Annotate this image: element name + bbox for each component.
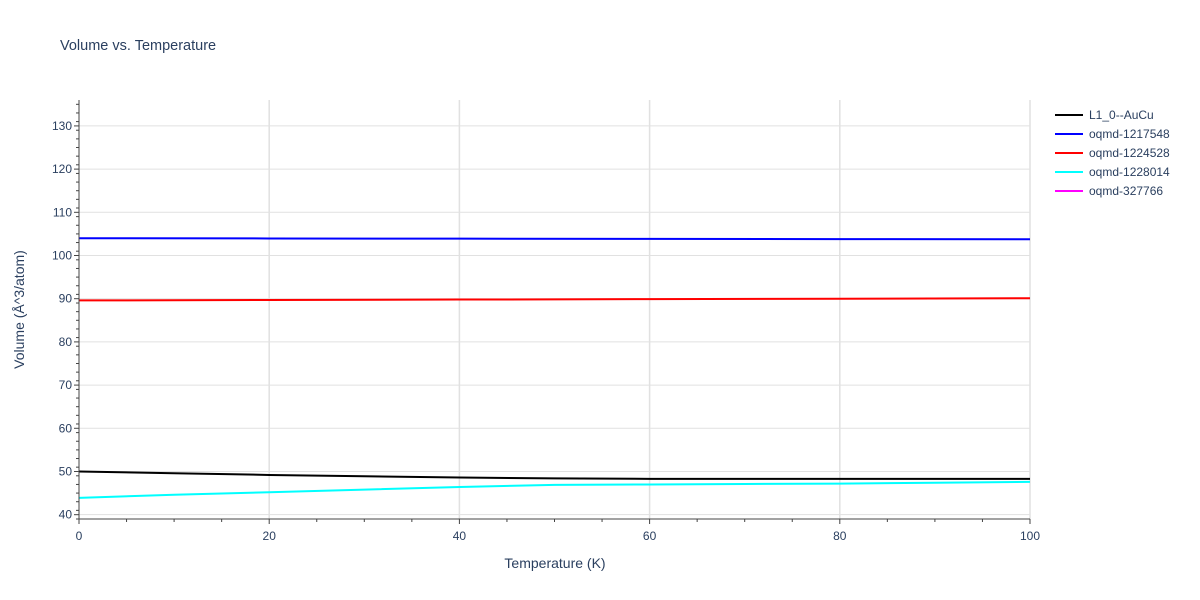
legend-label: L1_0--AuCu bbox=[1089, 108, 1154, 122]
x-tick-label: 60 bbox=[643, 529, 657, 543]
x-axis-title: Temperature (K) bbox=[504, 555, 605, 571]
y-axis-title: Volume (Å^3/atom) bbox=[11, 250, 27, 369]
x-tick-label: 100 bbox=[1020, 529, 1040, 543]
axes: 40 50 60 70 80 90 100 110 120 130 0 20 40 60 80 100 bbox=[52, 100, 1040, 543]
y-tick-label: 110 bbox=[53, 205, 72, 219]
legend-label: oqmd-327766 bbox=[1089, 184, 1163, 198]
series-line bbox=[78, 237, 1031, 241]
legend-label: oqmd-1217548 bbox=[1089, 127, 1170, 141]
x-tick-label: 20 bbox=[263, 529, 277, 543]
legend: L1_0--AuCu oqmd-1217548 oqmd-1224528 oqmd-1… bbox=[1055, 108, 1170, 198]
y-tick-label: 90 bbox=[59, 292, 73, 306]
y-tick-label: 80 bbox=[59, 335, 73, 349]
y-tick-label: 130 bbox=[52, 119, 72, 133]
x-tick-label: 40 bbox=[453, 529, 467, 543]
y-tick-label: 50 bbox=[59, 464, 73, 478]
y-tick-label: 120 bbox=[52, 162, 72, 176]
legend-label: oqmd-1228014 bbox=[1089, 165, 1170, 179]
y-tick-label: 60 bbox=[59, 421, 73, 435]
series-lines bbox=[78, 237, 1031, 499]
x-tick-label: 0 bbox=[76, 529, 83, 543]
x-tick-label: 80 bbox=[833, 529, 847, 543]
chart-title: Volume vs. Temperature bbox=[60, 38, 216, 54]
y-tick-label: 70 bbox=[59, 378, 73, 392]
y-tick-label: 40 bbox=[59, 508, 73, 522]
legend-label: oqmd-1224528 bbox=[1089, 146, 1170, 160]
series-line bbox=[78, 297, 1031, 302]
series-line bbox=[78, 470, 1030, 480]
series-line bbox=[78, 480, 1031, 499]
y-tick-label: 100 bbox=[52, 249, 72, 263]
